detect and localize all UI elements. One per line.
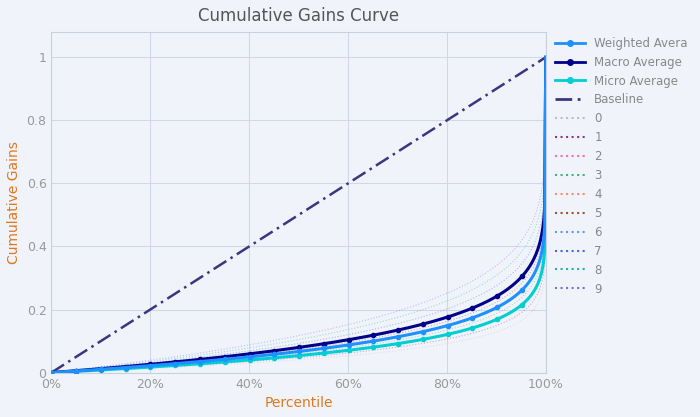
Micro Average [285,354,293,359]
Weighted Avera [47,370,55,375]
Micro Average [282,354,290,359]
X-axis label: Percentile: Percentile [265,396,332,410]
Weighted Avera [282,350,290,355]
Line: Weighted Avera: Weighted Avera [49,55,548,375]
Micro Average [47,370,55,375]
Macro Average [315,342,323,347]
Legend: Weighted Avera, Macro Average, Micro Average, Baseline, 0, 1, 2, 3, 4, 5, 6, 7, : Weighted Avera, Macro Average, Micro Ave… [551,32,692,300]
Weighted Avera [342,343,350,348]
Micro Average [542,55,550,60]
Macro Average [452,311,461,317]
Macro Average [47,370,55,375]
Micro Average [452,330,461,335]
Weighted Avera [315,347,323,352]
Title: Cumulative Gains Curve: Cumulative Gains Curve [198,7,399,25]
Macro Average [530,256,538,261]
Weighted Avera [452,321,461,326]
Weighted Avera [530,272,538,277]
Line: Micro Average: Micro Average [49,55,548,375]
Macro Average [342,338,350,343]
Macro Average [282,347,290,352]
Line: Macro Average: Macro Average [49,55,548,375]
Weighted Avera [542,55,550,60]
Micro Average [342,348,350,353]
Macro Average [542,55,550,60]
Macro Average [285,346,293,351]
Y-axis label: Cumulative Gains: Cumulative Gains [7,141,21,264]
Weighted Avera [285,350,293,355]
Micro Average [315,351,323,356]
Micro Average [530,289,538,294]
